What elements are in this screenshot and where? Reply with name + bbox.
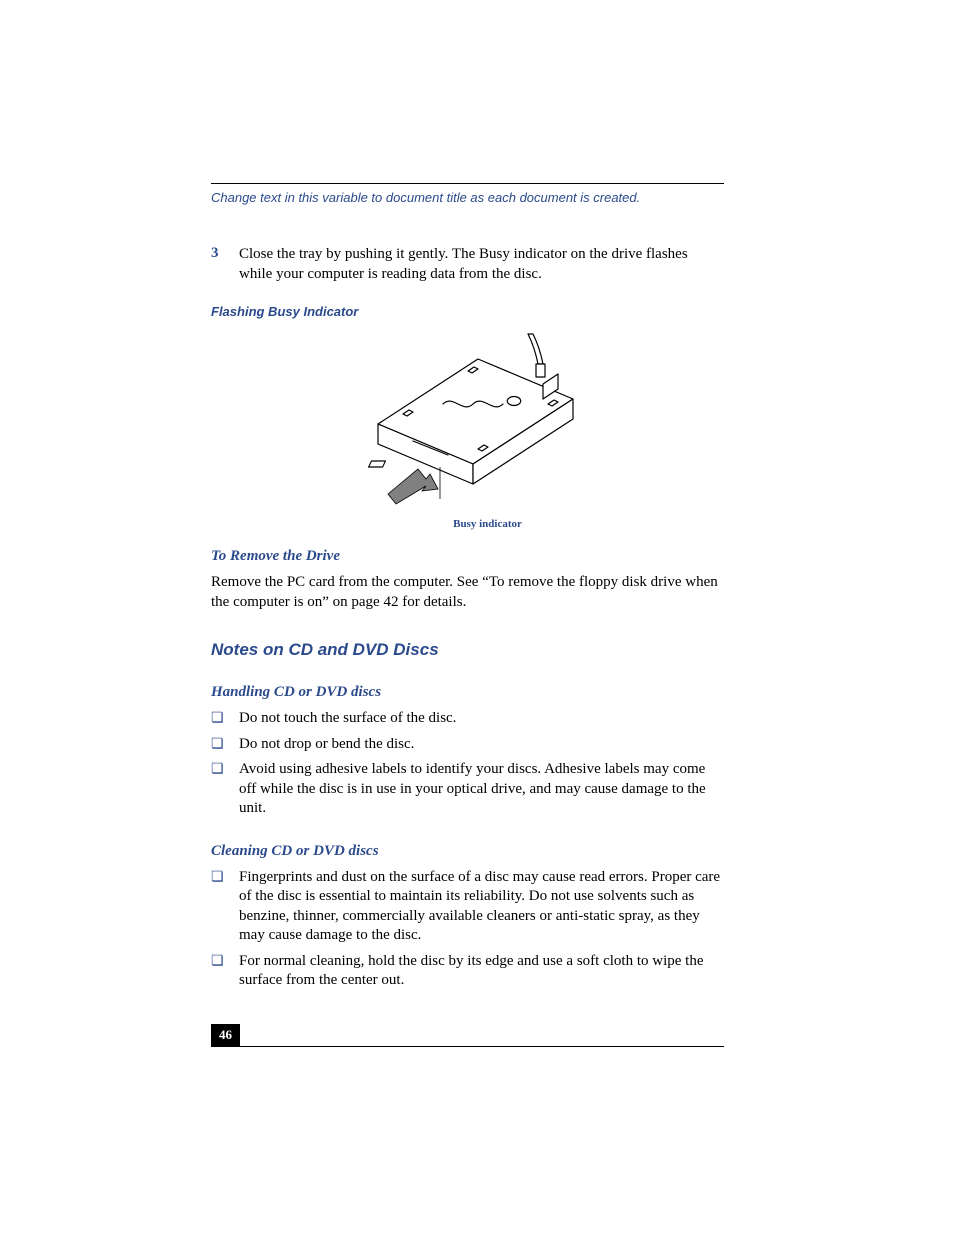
list-text: Fingerprints and dust on the surface of …: [239, 868, 724, 946]
list-item: ❏ Do not drop or bend the disc.: [211, 735, 724, 755]
cleaning-list: ❏ Fingerprints and dust on the surface o…: [211, 868, 724, 991]
list-item: ❏ For normal cleaning, hold the disc by …: [211, 952, 724, 991]
bullet-icon: ❏: [211, 709, 239, 729]
step-text: Close the tray by pushing it gently. The…: [239, 245, 724, 284]
list-text: Avoid using adhesive labels to identify …: [239, 760, 724, 819]
list-text: Do not drop or bend the disc.: [239, 735, 414, 755]
list-item: ❏ Avoid using adhesive labels to identif…: [211, 760, 724, 819]
list-text: For normal cleaning, hold the disc by it…: [239, 952, 724, 991]
handling-list: ❏ Do not touch the surface of the disc. …: [211, 709, 724, 819]
handling-heading: Handling CD or DVD discs: [211, 684, 724, 701]
top-rule: [211, 183, 724, 184]
drive-illustration: [348, 329, 588, 507]
bottom-rule: [211, 1046, 724, 1047]
page-content: Change text in this variable to document…: [211, 183, 724, 1015]
figure-caption: Flashing Busy Indicator: [211, 304, 724, 319]
list-item: ❏ Fingerprints and dust on the surface o…: [211, 868, 724, 946]
arrow-icon: [388, 469, 438, 504]
step-number: 3: [211, 245, 239, 284]
bullet-icon: ❏: [211, 760, 239, 819]
remove-drive-heading: To Remove the Drive: [211, 548, 724, 565]
running-header: Change text in this variable to document…: [211, 190, 724, 205]
list-text: Do not touch the surface of the disc.: [239, 709, 456, 729]
step-3: 3 Close the tray by pushing it gently. T…: [211, 245, 724, 284]
figure-label: Busy indicator: [251, 518, 724, 530]
footer: 46: [211, 1024, 724, 1047]
page-number: 46: [211, 1024, 240, 1046]
list-item: ❏ Do not touch the surface of the disc.: [211, 709, 724, 729]
notes-section-heading: Notes on CD and DVD Discs: [211, 640, 724, 660]
remove-drive-text: Remove the PC card from the computer. Se…: [211, 573, 724, 612]
bullet-icon: ❏: [211, 952, 239, 991]
bullet-icon: ❏: [211, 735, 239, 755]
cleaning-heading: Cleaning CD or DVD discs: [211, 843, 724, 860]
figure-drive: [211, 329, 724, 512]
bullet-icon: ❏: [211, 868, 239, 946]
